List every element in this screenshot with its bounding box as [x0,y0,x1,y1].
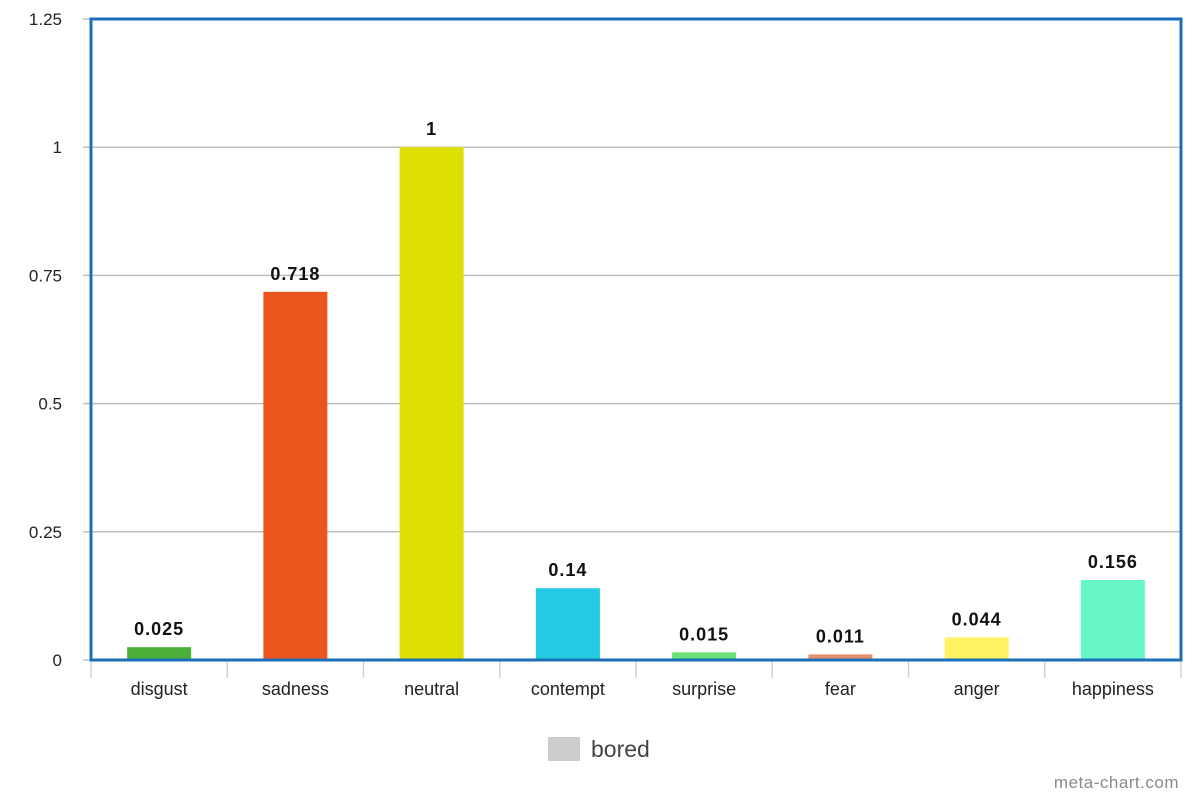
category-label-contempt: contempt [531,679,605,699]
legend: bored [548,734,650,764]
legend-label: bored [591,735,650,762]
data-label-sadness: 0.718 [270,264,320,284]
data-label-disgust: 0.025 [134,619,184,639]
y-tick-label: 0.75 [29,266,62,285]
grid-lines [91,18,1181,533]
y-axis: 0 0.25 0.5 0.75 1 1.25 [29,10,91,670]
credit-text: meta-chart.com [1053,773,1179,792]
y-tick-label: 0 [53,651,62,670]
bar-happiness [1080,580,1145,660]
y-tick-label: 1 [53,138,62,157]
bar-fear [808,654,873,660]
y-tick-label: 0.5 [38,395,62,414]
category-label-anger: anger [954,679,1000,699]
category-label-fear: fear [825,679,856,699]
bar-sadness [263,291,328,660]
bar-surprise [672,652,737,660]
category-label-sadness: sadness [262,679,329,699]
data-labels: 0.025 0.718 1 0.14 0.015 0.011 0.044 0.156 [134,119,1138,646]
data-label-surprise: 0.015 [679,624,729,644]
bar-anger [944,637,1009,660]
category-label-disgust: disgust [131,679,188,699]
bars [127,147,1145,660]
data-label-happiness: 0.156 [1088,552,1138,572]
y-tick-label: 0.25 [29,523,62,542]
category-label-happiness: happiness [1072,679,1154,699]
y-tick-label: 1.25 [29,10,62,29]
category-label-surprise: surprise [672,679,736,699]
plot-frame [89,17,1183,662]
data-label-fear: 0.011 [816,626,865,646]
bar-disgust [127,647,192,660]
x-axis: disgust sadness neutral contempt surprise fea… [131,679,1154,699]
legend-swatch [548,737,580,761]
data-label-neutral: 1 [426,119,437,139]
data-label-anger: 0.044 [952,609,1002,629]
x-axis-ticks [90,660,1182,678]
bar-neutral [399,147,464,660]
category-label-neutral: neutral [404,679,459,699]
data-label-contempt: 0.14 [548,560,587,580]
bar-contempt [535,588,600,660]
